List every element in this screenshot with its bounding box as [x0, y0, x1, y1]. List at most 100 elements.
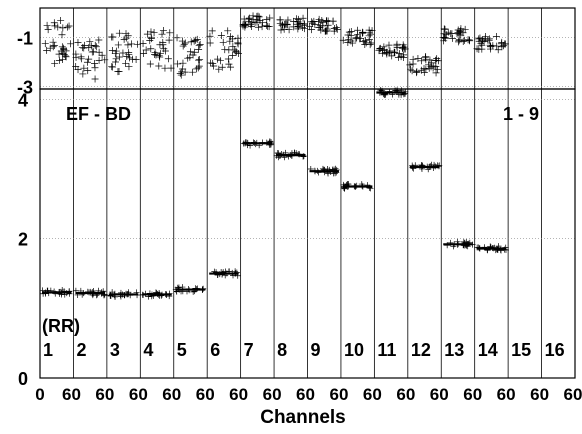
bottom-data-cross — [454, 242, 460, 248]
top-data-cross — [220, 39, 227, 46]
x-tick-label: 60 — [497, 385, 516, 404]
top-data-cross — [188, 38, 195, 45]
channel-number-label: 15 — [511, 340, 531, 360]
top-data-cross — [147, 61, 154, 68]
x-tick-label: 60 — [263, 385, 282, 404]
bottom-data-cross — [108, 292, 114, 298]
top-data-cross — [215, 66, 222, 73]
top-data-cross — [345, 31, 352, 38]
top-data-cross — [178, 72, 185, 79]
top-data-cross — [478, 46, 485, 53]
top-data-cross — [367, 41, 374, 48]
top-data-cross — [125, 51, 132, 58]
top-data-cross — [196, 42, 203, 49]
top-data-cross — [112, 59, 119, 66]
top-data-cross — [124, 41, 131, 48]
channel-number-label: 4 — [143, 340, 153, 360]
top-data-cross — [51, 60, 58, 67]
top-data-cross — [125, 63, 132, 70]
x-tick-label: 60 — [564, 385, 582, 404]
top-data-cross — [433, 69, 440, 76]
top-data-cross — [160, 27, 167, 34]
top-data-cross — [225, 46, 232, 53]
top-data-cross — [84, 59, 91, 66]
top-data-cross — [128, 40, 135, 47]
x-tick-label: 60 — [463, 385, 482, 404]
x-tick-label: 60 — [530, 385, 549, 404]
top-data-cross — [165, 55, 172, 62]
top-data-cross — [323, 18, 330, 25]
x-tick-label: 60 — [229, 385, 248, 404]
bottom-data-cross — [164, 292, 170, 298]
x-tick-label: 60 — [296, 385, 315, 404]
top-data-cross — [366, 36, 373, 43]
bottom-y-tick-label: 2 — [18, 230, 28, 250]
top-data-cross — [207, 39, 214, 46]
top-data-cross — [54, 24, 61, 31]
top-data-cross — [96, 49, 103, 56]
top-data-cross — [387, 48, 394, 55]
channel-number-label: 13 — [444, 340, 464, 360]
x-tick-label: 60 — [162, 385, 181, 404]
top-data-cross — [116, 30, 123, 37]
channel-number-label: 7 — [244, 340, 254, 360]
bottom-data-cross — [134, 292, 140, 298]
panel-title: EF - BD — [66, 104, 131, 124]
x-tick-label: 60 — [95, 385, 114, 404]
top-data-cross — [42, 40, 49, 47]
top-data-cross — [385, 42, 392, 49]
bottom-data-cross — [86, 289, 92, 295]
top-data-cross — [195, 46, 202, 53]
top-data-cross — [66, 22, 73, 29]
top-data-cross — [92, 75, 99, 82]
top-data-cross — [45, 26, 52, 33]
top-data-cross — [278, 27, 285, 34]
top-data-cross — [113, 55, 120, 62]
top-data-cross — [460, 38, 467, 45]
bottom-data-cross — [359, 183, 365, 189]
bottom-data-cross — [200, 286, 206, 292]
channel-number-label: 3 — [110, 340, 120, 360]
top-data-cross — [109, 63, 116, 70]
top-data-cross — [376, 45, 383, 52]
top-data-cross — [148, 35, 155, 42]
top-data-cross — [51, 19, 58, 26]
top-data-cross — [413, 68, 420, 75]
top-data-cross — [159, 31, 166, 38]
top-data-cross — [266, 15, 273, 22]
channel-number-label: 1 — [43, 340, 53, 360]
x-tick-label: 60 — [396, 385, 415, 404]
top-data-cross — [195, 64, 202, 71]
top-data-cross — [91, 60, 98, 67]
top-data-cross — [86, 38, 93, 45]
top-data-cross — [465, 36, 472, 43]
x-tick-label: 60 — [329, 385, 348, 404]
top-data-cross — [192, 37, 199, 44]
top-data-cross — [89, 48, 96, 55]
bottom-data-cross — [199, 287, 205, 293]
top-data-cross — [115, 41, 122, 48]
top-data-cross — [349, 40, 356, 47]
top-data-cross — [116, 68, 123, 75]
top-y-tick-label: -1 — [17, 28, 33, 48]
top-data-cross — [225, 61, 232, 68]
top-data-cross — [44, 22, 51, 29]
top-data-cross — [96, 57, 103, 64]
grid-layer — [40, 8, 575, 378]
top-data-cross — [308, 26, 315, 33]
top-data-cross — [155, 63, 162, 70]
top-data-cross — [225, 56, 232, 63]
top-data-cross — [174, 60, 181, 67]
top-data-cross — [116, 54, 123, 61]
top-data-cross — [218, 32, 225, 39]
top-data-cross — [263, 16, 270, 23]
x-tick-label: 60 — [62, 385, 81, 404]
top-data-cross — [56, 57, 63, 64]
bottom-data-cross — [289, 153, 295, 159]
top-data-cross — [134, 41, 141, 48]
top-data-cross — [393, 42, 400, 49]
channel-number-label: 12 — [411, 340, 431, 360]
bottom-data-cross — [127, 292, 133, 298]
